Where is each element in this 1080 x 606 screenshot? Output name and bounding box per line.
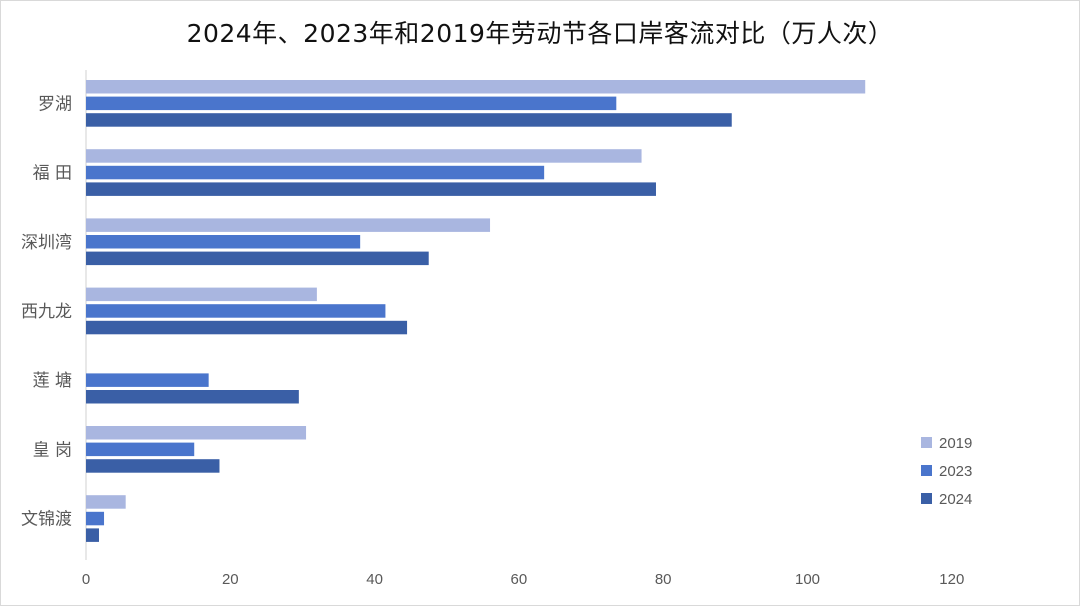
bar-2019-1 xyxy=(86,149,642,163)
category-label: 莲 塘 xyxy=(33,371,72,391)
bar-2019-6 xyxy=(86,495,126,509)
legend-swatch-2019 xyxy=(921,437,932,448)
category-label: 文锦渡 xyxy=(21,510,72,530)
legend-label-2023: 2023 xyxy=(939,463,972,480)
legend-label-2024: 2024 xyxy=(939,491,972,508)
bar-2019-5 xyxy=(86,426,307,440)
bar-2024-2 xyxy=(86,251,429,266)
legend-swatch-2023 xyxy=(921,465,932,476)
bar-2024-6 xyxy=(86,528,99,542)
x-tick-label: 80 xyxy=(655,571,672,588)
bar-2019-0 xyxy=(86,80,866,94)
category-label: 罗湖 xyxy=(38,94,72,114)
bar-2023-4 xyxy=(86,373,209,387)
category-label: 福 田 xyxy=(33,164,72,184)
category-label: 皇 岗 xyxy=(33,440,72,460)
x-tick-label: 0 xyxy=(82,571,90,588)
x-tick-label: 20 xyxy=(222,571,239,588)
bar-2024-5 xyxy=(86,459,220,473)
bar-2019-2 xyxy=(86,218,491,232)
bar-2023-3 xyxy=(86,304,386,318)
x-tick-label: 40 xyxy=(366,571,383,588)
bar-2023-5 xyxy=(86,442,195,457)
bar-2024-4 xyxy=(86,390,299,404)
category-label: 深圳湾 xyxy=(21,233,72,253)
bar-2023-2 xyxy=(86,235,361,249)
bar-2024-3 xyxy=(86,320,408,335)
legend-label-2019: 2019 xyxy=(939,435,972,452)
bar-2023-0 xyxy=(86,96,617,111)
x-tick-label: 60 xyxy=(511,571,528,588)
x-tick-label: 120 xyxy=(939,571,964,588)
bar-2023-1 xyxy=(86,165,545,180)
legend-swatch-2024 xyxy=(921,493,932,504)
category-label: 西九龙 xyxy=(21,302,72,322)
bar-2023-6 xyxy=(86,511,105,526)
bar-2019-3 xyxy=(86,287,317,302)
chart-title: 2024年、2023年和2019年劳动节各口岸客流对比（万人次） xyxy=(186,19,894,48)
bar-2024-1 xyxy=(86,182,656,196)
bar-2024-0 xyxy=(86,113,732,127)
x-tick-label: 100 xyxy=(795,571,820,588)
